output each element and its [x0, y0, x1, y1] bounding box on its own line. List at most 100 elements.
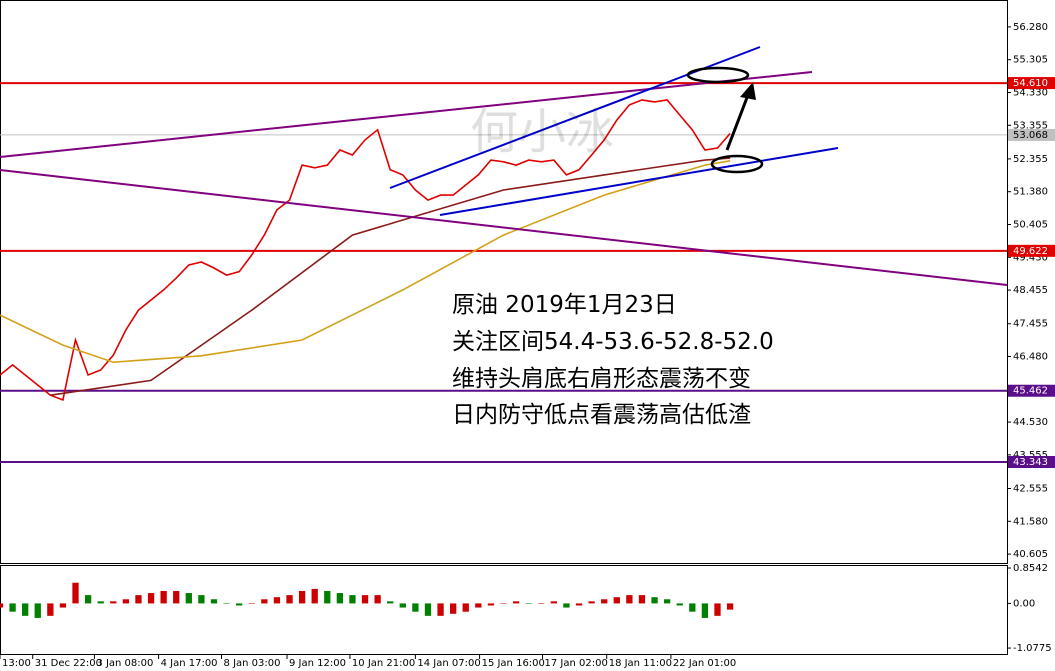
osc-bar — [185, 593, 192, 604]
x-tick-label: 22 Jan 01:00 — [673, 658, 736, 669]
y-tick-label: 48.455 — [1013, 285, 1048, 296]
osc-bar — [72, 582, 79, 604]
osc-bar — [437, 603, 444, 616]
price-line — [0, 160, 731, 364]
y-tick-label: 49.430 — [1013, 252, 1048, 263]
y-tick-label: -1.0775 — [1013, 643, 1052, 654]
osc-bar — [361, 595, 369, 604]
level-label: 53.068 — [1013, 130, 1048, 141]
osc-bar — [663, 599, 671, 604]
x-tick-label: 3 Jan 08:00 — [96, 658, 153, 669]
osc-bar — [638, 595, 646, 604]
y-tick-label: 46.480 — [1013, 351, 1048, 362]
osc-bar — [512, 601, 520, 604]
osc-bar — [475, 603, 482, 608]
osc-bar — [34, 603, 41, 618]
osc-bar — [412, 603, 419, 612]
osc-bar — [714, 603, 721, 616]
osc-bar — [97, 601, 104, 604]
y-tick-label: 44.530 — [1013, 417, 1048, 428]
annotation: 日内防守低点看震荡高估低渣 — [452, 402, 751, 428]
osc-bar — [374, 595, 381, 604]
x-tick-label: 18 Jan 11:00 — [609, 658, 672, 669]
level-box — [1008, 244, 1055, 257]
osc-bar — [261, 599, 268, 604]
annotation: 关注区间54.4-53.6-52.8-52.0 — [452, 329, 774, 355]
x-tick-label: 8 Jan 03:00 — [224, 658, 281, 669]
annotation: 原油 2019年1月23日 — [452, 292, 677, 318]
osc-bar — [298, 590, 306, 604]
osc-bar — [424, 603, 432, 616]
y-tick-label: 52.355 — [1013, 154, 1048, 165]
level-label: 43.343 — [1013, 457, 1048, 468]
x-tick-label: 9 Jan 12:00 — [289, 658, 346, 669]
osc-bar — [135, 595, 142, 604]
y-tick-label: 56.280 — [1013, 22, 1048, 33]
osc-bar — [563, 603, 570, 608]
osc-bar — [84, 595, 92, 604]
x-tick-label: 14 Jan 07:00 — [417, 658, 480, 669]
main-frame — [0, 0, 1008, 564]
osc-bar — [122, 599, 130, 604]
osc-bar — [223, 603, 230, 604]
x-tick-label: 10 Jan 21:00 — [352, 658, 415, 669]
osc-bar — [701, 603, 709, 618]
x-tick-label: 31 Dec 22:00 — [35, 658, 102, 669]
osc-bar — [588, 601, 595, 604]
arrow-head — [740, 82, 756, 100]
osc-bar — [525, 603, 532, 604]
osc-bar — [324, 590, 331, 604]
osc-bar — [273, 597, 281, 604]
osc-bar — [550, 601, 557, 604]
osc-bar — [487, 603, 495, 606]
trend-line — [0, 169, 1008, 286]
level-label: 54.610 — [1013, 78, 1048, 89]
osc-bar — [236, 603, 243, 606]
y-tick-label: 51.380 — [1013, 187, 1048, 198]
osc-bar — [336, 593, 344, 604]
x-tick-label: 13:00 — [2, 658, 31, 669]
y-tick-label: 47.455 — [1013, 319, 1048, 330]
ellipse — [686, 66, 750, 84]
level-label: 45.462 — [1013, 386, 1048, 397]
osc-bar — [349, 595, 356, 604]
osc-bar — [399, 603, 406, 608]
x-tick-label: 17 Jan 02:00 — [545, 658, 608, 669]
y-tick-label: 43.555 — [1013, 450, 1048, 461]
osc-bar — [726, 603, 734, 610]
y-tick-label: 41.580 — [1013, 516, 1048, 527]
osc-bar — [538, 603, 545, 604]
level-box — [1008, 128, 1055, 141]
osc-bar — [0, 603, 4, 608]
watermark: 何小冰 — [470, 104, 614, 160]
x-tick-label: 15 Jan 16:00 — [482, 658, 545, 669]
osc-bar — [651, 597, 658, 604]
level-label: 49.622 — [1013, 246, 1048, 257]
osc-bar — [22, 603, 29, 616]
y-tick-label: 0.8542 — [1013, 563, 1048, 574]
osc-bar — [575, 603, 583, 606]
channel-line — [439, 147, 839, 216]
osc-bar — [601, 599, 608, 604]
x-tick-label: 4 Jan 17:00 — [161, 658, 218, 669]
y-tick-label: 53.355 — [1013, 120, 1048, 131]
osc-bar — [387, 601, 394, 604]
osc-bar — [59, 603, 67, 608]
y-tick-label: 54.330 — [1013, 87, 1048, 98]
osc-bar — [173, 590, 180, 604]
y-tick-label: 55.305 — [1013, 55, 1048, 66]
osc-bar — [676, 603, 683, 606]
osc-bar — [613, 597, 620, 604]
osc-bar — [210, 599, 218, 604]
trend-line — [0, 71, 813, 158]
osc-bar — [462, 603, 469, 612]
level-box — [1008, 456, 1055, 469]
osc-bar — [248, 603, 255, 604]
osc-bar — [626, 595, 633, 604]
osc-bar — [160, 590, 167, 604]
ellipse — [710, 154, 764, 174]
osc-bar — [689, 603, 696, 612]
drawings — [0, 46, 1008, 286]
osc-bar — [286, 595, 293, 604]
y-tick-label: 50.405 — [1013, 219, 1048, 230]
